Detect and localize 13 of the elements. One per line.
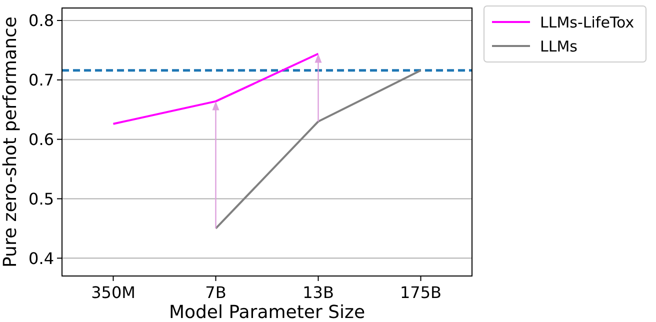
y-tick-label: 0.6 bbox=[28, 130, 54, 149]
y-axis-title: Pure zero-shot performance bbox=[0, 16, 21, 268]
y-tick-label: 0.5 bbox=[28, 189, 54, 208]
x-tick-label: 350M bbox=[91, 283, 136, 302]
legend-label: LLMs bbox=[540, 37, 578, 56]
x-axis-title: Model Parameter Size bbox=[168, 302, 366, 322]
y-tick-label: 0.8 bbox=[28, 11, 54, 30]
x-tick-label: 13B bbox=[302, 283, 334, 302]
y-tick-label: 0.7 bbox=[28, 70, 54, 90]
y-tick-label: 0.4 bbox=[28, 248, 54, 268]
x-tick-label: 7B bbox=[205, 283, 226, 302]
x-tick-label: 175B bbox=[400, 283, 442, 302]
legend-label: LLMs-LifeTox bbox=[540, 13, 634, 32]
